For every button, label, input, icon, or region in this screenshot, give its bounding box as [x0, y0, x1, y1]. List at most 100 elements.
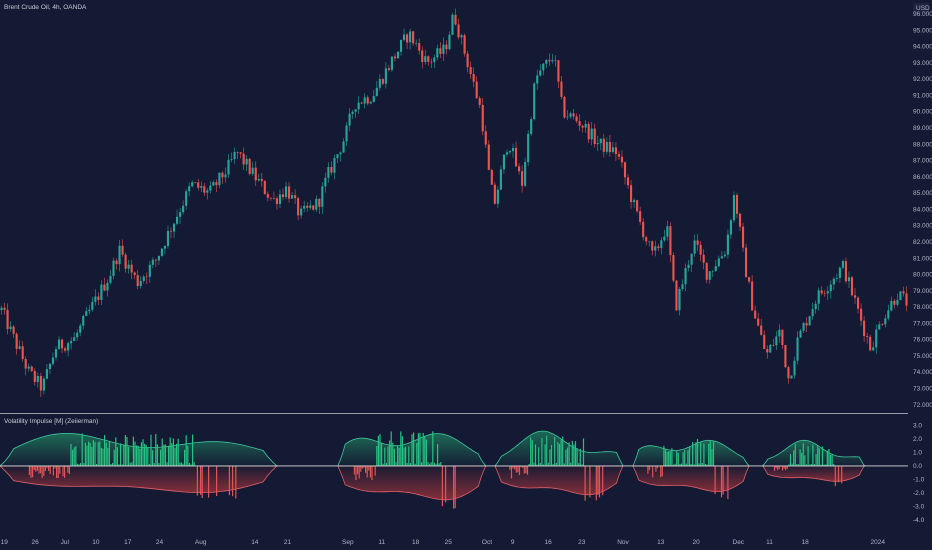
histogram-bar: [216, 465, 218, 496]
candle-body: [481, 104, 484, 132]
histogram-bar: [668, 451, 670, 466]
histogram-bar: [28, 465, 30, 475]
candle-body: [717, 258, 720, 267]
histogram-bar: [129, 462, 131, 466]
histogram-bar: [833, 464, 835, 466]
price-tick-label: 96.000: [913, 11, 932, 18]
histogram-bar: [520, 465, 522, 468]
time-tick-label: 11: [766, 539, 773, 546]
candle-body: [560, 81, 563, 97]
histogram-bar: [172, 438, 174, 466]
candle-body: [463, 35, 466, 54]
histogram-bar: [804, 455, 806, 466]
histogram-bar: [140, 442, 142, 466]
candle-body: [197, 182, 200, 188]
histogram-bar: [68, 465, 70, 475]
candle-body: [54, 349, 58, 358]
candle-body: [263, 181, 266, 194]
histogram-bar: [54, 465, 56, 469]
candle-body: [257, 178, 260, 181]
candle-body: [581, 125, 584, 128]
candle-body: [409, 31, 412, 43]
candle-body: [772, 344, 775, 346]
time-tick-label: 19: [1, 539, 9, 546]
candle-body: [64, 348, 67, 351]
histogram-bar: [515, 465, 517, 473]
indicator-tick-label: 0.0: [913, 463, 922, 470]
candle-body: [711, 270, 714, 272]
histogram-bar: [786, 465, 788, 469]
histogram-bar: [148, 463, 150, 466]
time-tick-label: Aug: [195, 539, 207, 546]
histogram-bar: [676, 450, 678, 466]
histogram-bar: [390, 431, 392, 466]
histogram-bar: [46, 465, 48, 469]
histogram-bar: [841, 465, 843, 484]
histogram-bar: [381, 443, 383, 466]
candle-body: [623, 162, 627, 178]
histogram-bar: [562, 436, 564, 466]
candle-body: [832, 278, 835, 285]
histogram-bar: [797, 464, 800, 466]
candle-body: [321, 186, 324, 207]
histogram-bar: [36, 465, 38, 471]
candle-body: [681, 284, 684, 289]
histogram-bar: [422, 432, 424, 466]
candle-body: [399, 39, 403, 52]
candle-body: [430, 61, 433, 63]
candle-body: [826, 291, 829, 294]
price-pane[interactable]: [0, 8, 908, 397]
histogram-bar: [522, 465, 524, 468]
histogram-bar: [368, 465, 370, 471]
candle-body: [569, 113, 572, 117]
candle-body: [30, 366, 33, 371]
histogram-bar: [788, 464, 790, 466]
histogram-bar: [453, 465, 455, 509]
price-tick-label: 90.000: [913, 109, 932, 116]
candle-body: [212, 182, 215, 186]
price-axis[interactable]: USD 96.000 95.000 94.000 93.000 92.000 91.000…: [913, 3, 932, 409]
histogram-bar: [65, 465, 67, 468]
histogram-bar: [801, 452, 803, 466]
candle-body: [905, 293, 908, 306]
histogram-bar: [550, 444, 553, 466]
indicator-axis[interactable]: 3.0 2.0 1.0 0.0 -1.0 -2.0 -3.0 -4.0: [913, 423, 925, 525]
candle-body: [191, 182, 194, 187]
candle-body: [705, 262, 708, 280]
histogram-bar: [78, 464, 80, 466]
indicator-pane[interactable]: [0, 430, 908, 509]
indicator-tick-label: -1.0: [913, 477, 925, 484]
histogram-bar: [424, 435, 426, 466]
candle-body: [15, 333, 18, 349]
histogram-bar: [831, 453, 833, 466]
histogram-bar: [49, 465, 51, 474]
time-tick-label: 21: [284, 539, 292, 546]
candle-body: [27, 366, 30, 369]
histogram-bar: [182, 463, 184, 466]
histogram-bar: [708, 443, 710, 466]
candle-body: [863, 320, 866, 337]
histogram-bar: [116, 447, 118, 466]
histogram-bar: [232, 465, 234, 497]
time-tick-label: Jul: [61, 539, 70, 546]
candle-body: [748, 277, 751, 282]
histogram-bar: [180, 462, 182, 466]
histogram-bar: [812, 444, 814, 466]
candle-body: [221, 172, 224, 178]
candle-body: [775, 336, 778, 346]
histogram-bar: [405, 446, 407, 466]
histogram-bar: [557, 442, 559, 466]
time-axis[interactable]: 19 26 Jul 10 17 24 Aug 14 21 Sep 11 18 25 Oct 9 16 23 Nov…: [1, 539, 886, 546]
price-tick-label: 81.000: [913, 255, 932, 262]
histogram-bar: [602, 465, 604, 496]
candle-body: [614, 147, 617, 154]
histogram-bar: [411, 434, 413, 466]
time-tick-label: 23: [578, 539, 586, 546]
candle-body: [121, 245, 124, 255]
candle-body: [823, 293, 826, 294]
candle-body: [757, 318, 760, 326]
candle-body: [163, 246, 167, 249]
histogram-bar: [355, 465, 357, 480]
histogram-bar: [44, 465, 46, 472]
histogram-bar: [435, 463, 437, 466]
